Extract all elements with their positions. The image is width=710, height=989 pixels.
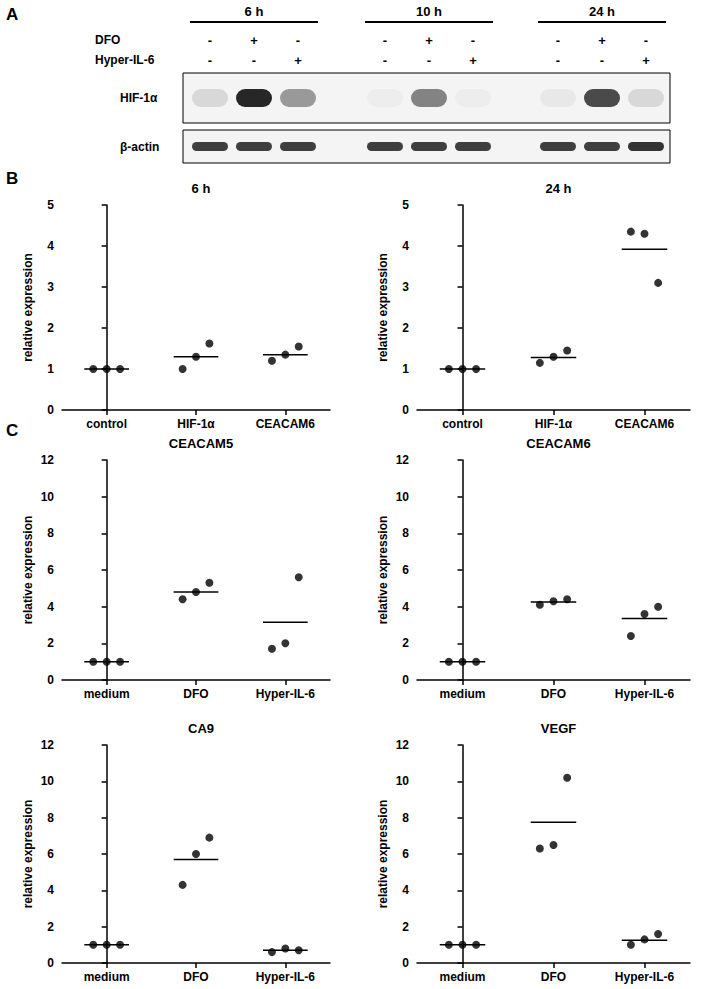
svg-text:8: 8 — [47, 526, 54, 540]
svg-text:4: 4 — [47, 883, 54, 897]
svg-text:medium: medium — [439, 970, 485, 984]
svg-text:HIF-1α: HIF-1α — [120, 91, 158, 105]
svg-text:-: - — [252, 53, 256, 68]
svg-text:2: 2 — [402, 321, 409, 335]
svg-text:Hyper-IL-6: Hyper-IL-6 — [615, 687, 675, 701]
svg-text:Hyper-IL-6: Hyper-IL-6 — [95, 53, 155, 67]
svg-text:6 h: 6 h — [245, 4, 264, 19]
svg-text:A: A — [6, 5, 18, 24]
svg-text:12: 12 — [41, 453, 55, 467]
svg-text:DFO: DFO — [95, 33, 120, 47]
svg-text:0: 0 — [402, 403, 409, 417]
svg-text:relative expression: relative expression — [21, 800, 35, 909]
svg-text:-: - — [471, 33, 475, 48]
svg-text:CEACAM6: CEACAM6 — [615, 417, 675, 431]
svg-text:24 h: 24 h — [589, 4, 615, 19]
svg-text:CA9: CA9 — [188, 721, 214, 736]
svg-text:12: 12 — [396, 453, 410, 467]
svg-text:CEACAM6: CEACAM6 — [526, 436, 590, 451]
svg-text:-: - — [644, 33, 648, 48]
svg-text:DFO: DFO — [183, 687, 208, 701]
svg-text:1: 1 — [402, 362, 409, 376]
svg-text:12: 12 — [41, 738, 55, 752]
svg-text:medium: medium — [84, 970, 130, 984]
svg-text:VEGF: VEGF — [541, 721, 576, 736]
svg-text:5: 5 — [47, 198, 54, 212]
svg-text:6: 6 — [402, 847, 409, 861]
svg-text:1: 1 — [47, 362, 54, 376]
svg-text:0: 0 — [47, 956, 54, 970]
svg-text:+: + — [294, 53, 302, 68]
svg-text:6: 6 — [402, 563, 409, 577]
svg-text:HIF-1α: HIF-1α — [535, 417, 573, 431]
svg-text:10: 10 — [396, 774, 410, 788]
svg-text:+: + — [250, 33, 258, 48]
svg-text:-: - — [427, 53, 431, 68]
svg-text:-: - — [383, 33, 387, 48]
svg-text:relative expression: relative expression — [21, 516, 35, 625]
svg-text:4: 4 — [402, 883, 409, 897]
svg-text:6: 6 — [47, 847, 54, 861]
svg-text:4: 4 — [402, 600, 409, 614]
svg-text:2: 2 — [47, 636, 54, 650]
svg-text:DFO: DFO — [541, 970, 566, 984]
svg-text:relative expression: relative expression — [376, 253, 390, 362]
svg-text:4: 4 — [402, 239, 409, 253]
svg-text:-: - — [208, 33, 212, 48]
svg-text:10 h: 10 h — [416, 4, 442, 19]
svg-text:-: - — [296, 33, 300, 48]
svg-text:DFO: DFO — [183, 970, 208, 984]
svg-text:10: 10 — [396, 490, 410, 504]
svg-text:0: 0 — [402, 673, 409, 687]
svg-text:3: 3 — [402, 280, 409, 294]
svg-text:Hyper-IL-6: Hyper-IL-6 — [256, 687, 316, 701]
svg-text:8: 8 — [402, 811, 409, 825]
svg-text:control: control — [86, 417, 127, 431]
svg-text:-: - — [556, 53, 560, 68]
svg-text:0: 0 — [47, 673, 54, 687]
svg-text:DFO: DFO — [541, 687, 566, 701]
svg-text:HIF-1α: HIF-1α — [177, 417, 215, 431]
svg-text:4: 4 — [47, 239, 54, 253]
svg-text:-: - — [556, 33, 560, 48]
svg-text:4: 4 — [47, 600, 54, 614]
svg-text:10: 10 — [41, 490, 55, 504]
svg-text:8: 8 — [402, 526, 409, 540]
svg-text:8: 8 — [47, 811, 54, 825]
svg-text:6: 6 — [47, 563, 54, 577]
svg-text:5: 5 — [402, 198, 409, 212]
svg-text:relative expression: relative expression — [21, 253, 35, 362]
svg-text:+: + — [425, 33, 433, 48]
svg-text:-: - — [208, 53, 212, 68]
svg-text:medium: medium — [84, 687, 130, 701]
svg-text:+: + — [642, 53, 650, 68]
svg-text:medium: medium — [439, 687, 485, 701]
svg-text:Hyper-IL-6: Hyper-IL-6 — [256, 970, 316, 984]
svg-text:-: - — [383, 53, 387, 68]
svg-text:0: 0 — [402, 956, 409, 970]
svg-text:2: 2 — [47, 920, 54, 934]
svg-text:6 h: 6 h — [192, 181, 211, 196]
svg-text:2: 2 — [47, 321, 54, 335]
svg-text:relative expression: relative expression — [376, 800, 390, 909]
svg-text:C: C — [6, 421, 18, 440]
svg-text:-: - — [600, 53, 604, 68]
svg-text:control: control — [442, 417, 483, 431]
svg-text:10: 10 — [41, 774, 55, 788]
svg-text:0: 0 — [47, 403, 54, 417]
svg-text:CEACAM6: CEACAM6 — [256, 417, 316, 431]
svg-text:Hyper-IL-6: Hyper-IL-6 — [615, 970, 675, 984]
svg-text:3: 3 — [47, 280, 54, 294]
svg-text:2: 2 — [402, 636, 409, 650]
svg-text:12: 12 — [396, 738, 410, 752]
svg-text:β-actin: β-actin — [120, 140, 159, 154]
svg-text:B: B — [6, 169, 18, 188]
svg-text:+: + — [469, 53, 477, 68]
svg-text:2: 2 — [402, 920, 409, 934]
svg-text:24 h: 24 h — [545, 181, 571, 196]
svg-text:CEACAM5: CEACAM5 — [169, 436, 233, 451]
svg-text:relative expression: relative expression — [376, 516, 390, 625]
svg-text:+: + — [598, 33, 606, 48]
